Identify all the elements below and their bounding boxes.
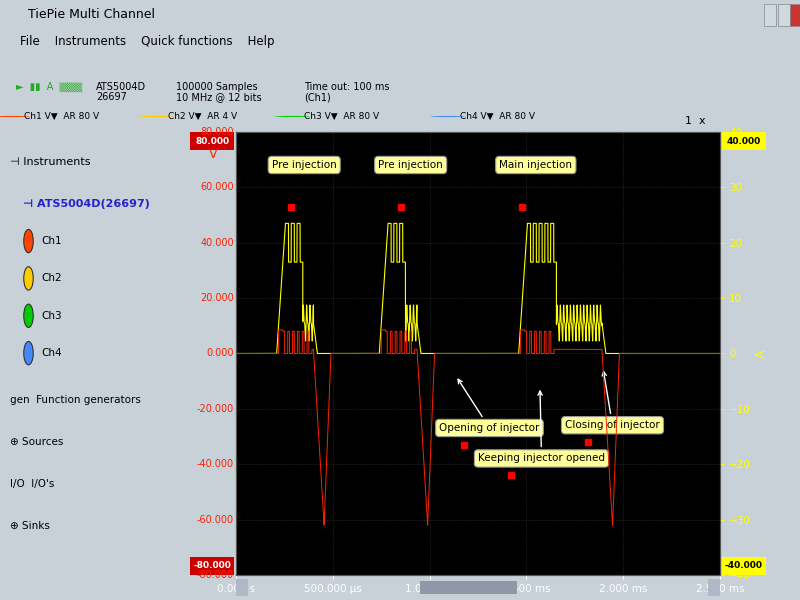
Text: ⊣ Instruments: ⊣ Instruments — [10, 157, 90, 167]
Text: ►  ▮▮  A  ▒▒▒: ► ▮▮ A ▒▒▒ — [16, 82, 82, 92]
Text: -40.000: -40.000 — [725, 562, 762, 571]
Text: Ch4 V▼  AR 80 V: Ch4 V▼ AR 80 V — [460, 112, 535, 121]
Text: Pre injection: Pre injection — [272, 160, 337, 170]
Text: 100000 Samples: 100000 Samples — [176, 82, 258, 92]
Text: ⊕ Sources: ⊕ Sources — [10, 437, 63, 447]
Circle shape — [24, 267, 34, 290]
Text: -40.000: -40.000 — [197, 459, 234, 469]
Text: -20.000: -20.000 — [197, 404, 234, 414]
Bar — [764, 4, 776, 26]
Text: 60.000: 60.000 — [200, 182, 234, 193]
Circle shape — [24, 341, 34, 365]
Circle shape — [24, 229, 34, 253]
Text: 20.000: 20.000 — [200, 293, 234, 303]
Text: 40.000: 40.000 — [200, 238, 234, 248]
Text: Opening of injector: Opening of injector — [439, 379, 540, 433]
Text: Ch2: Ch2 — [42, 274, 62, 283]
Text: gen  Function generators: gen Function generators — [10, 395, 140, 405]
Text: File    Instruments    Quick functions    Help: File Instruments Quick functions Help — [20, 34, 274, 47]
Text: Main injection: Main injection — [499, 160, 572, 170]
Text: TiePie Multi Channel: TiePie Multi Channel — [28, 8, 155, 22]
Bar — [790, 4, 800, 26]
Text: -80.000: -80.000 — [194, 562, 231, 571]
Circle shape — [138, 116, 174, 117]
Bar — [778, 4, 790, 26]
Text: -60.000: -60.000 — [197, 515, 234, 524]
Text: 40.000: 40.000 — [726, 136, 761, 145]
Circle shape — [274, 116, 310, 117]
Text: 80.000: 80.000 — [200, 127, 234, 137]
Text: 26697: 26697 — [96, 92, 127, 103]
Text: ATS5004D: ATS5004D — [96, 82, 146, 92]
Text: 10 MHz @ 12 bits: 10 MHz @ 12 bits — [176, 92, 262, 103]
Text: 0.000: 0.000 — [206, 349, 234, 358]
Bar — [708, 579, 720, 596]
Bar — [236, 579, 248, 596]
Text: Closing of injector: Closing of injector — [565, 371, 660, 430]
Text: Ch1: Ch1 — [42, 236, 62, 246]
Text: (Ch1): (Ch1) — [304, 92, 330, 103]
Text: I/O  I/O's: I/O I/O's — [10, 479, 54, 489]
Text: ⊕ Sinks: ⊕ Sinks — [10, 521, 50, 531]
Circle shape — [0, 116, 30, 117]
Circle shape — [430, 116, 466, 117]
Text: Ch4: Ch4 — [42, 348, 62, 358]
Bar — [420, 581, 517, 594]
Text: Keeping injector opened: Keeping injector opened — [478, 391, 605, 463]
Y-axis label: A: A — [755, 349, 768, 358]
Text: Time out: 100 ms: Time out: 100 ms — [304, 82, 390, 92]
Text: Ch3: Ch3 — [42, 311, 62, 321]
Text: Ch3 V▼  AR 80 V: Ch3 V▼ AR 80 V — [304, 112, 379, 121]
Text: 80.000: 80.000 — [195, 136, 230, 145]
Text: Ch2 V▼  AR 4 V: Ch2 V▼ AR 4 V — [168, 112, 237, 121]
Circle shape — [24, 304, 34, 328]
Text: ⊣ ATS5004D(26697): ⊣ ATS5004D(26697) — [22, 199, 150, 209]
Text: Ch1 V▼  AR 80 V: Ch1 V▼ AR 80 V — [24, 112, 99, 121]
Text: -80.000: -80.000 — [197, 570, 234, 580]
Text: 1  x: 1 x — [685, 116, 706, 127]
Text: V: V — [209, 148, 218, 161]
Text: Pre injection: Pre injection — [378, 160, 443, 170]
